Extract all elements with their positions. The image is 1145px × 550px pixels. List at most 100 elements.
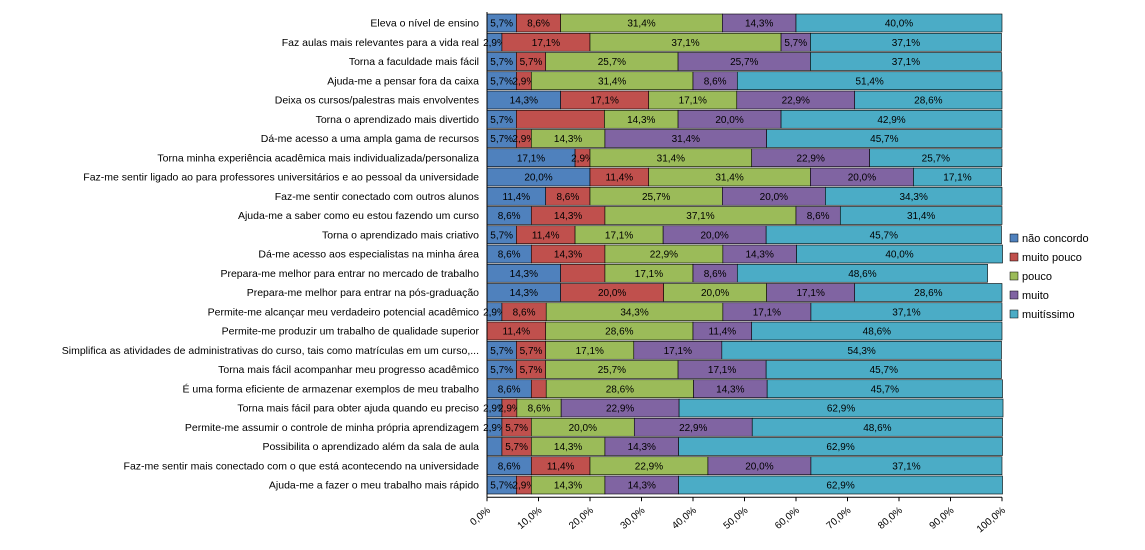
category-label: Torna o aprendizado mais criativo xyxy=(322,229,479,241)
data-label: 5,7% xyxy=(520,365,543,376)
data-label: 17,1% xyxy=(679,96,707,107)
data-label: 8,6% xyxy=(513,307,536,318)
data-label: 5,7% xyxy=(784,38,807,49)
data-label: 17,1% xyxy=(943,173,971,184)
data-label: 22,9% xyxy=(606,404,634,415)
data-label: 8,6% xyxy=(527,19,550,30)
data-label: 5,7% xyxy=(490,134,513,145)
data-label: 28,6% xyxy=(606,384,634,395)
data-label: 20,0% xyxy=(715,115,743,126)
data-label: 31,4% xyxy=(672,134,700,145)
bar-segment xyxy=(678,437,1003,456)
data-label: 11,4% xyxy=(503,327,531,338)
data-label: 31,4% xyxy=(657,153,685,164)
category-label: Permite-me alcançar meu verdadeiro poten… xyxy=(208,306,480,318)
category-label: Faz aulas mais relevantes para a vida re… xyxy=(282,37,479,49)
bar-segment xyxy=(736,71,1003,91)
data-label: 8,6% xyxy=(498,211,521,222)
data-label: 17,1% xyxy=(796,288,824,299)
data-label: 28,6% xyxy=(914,96,942,107)
bar-segment xyxy=(854,283,1003,302)
data-label: 31,4% xyxy=(715,173,743,184)
data-label: 2,9% xyxy=(512,134,535,145)
legend-swatch xyxy=(1009,233,1019,243)
data-label: 14,3% xyxy=(554,442,582,453)
data-label: 51,4% xyxy=(855,76,883,87)
x-tick-label: 40,0% xyxy=(670,505,699,532)
x-tick-label: 60,0% xyxy=(773,505,802,532)
bar-segment xyxy=(751,417,1003,437)
category-label: Deixa os cursos/palestras mais envolvent… xyxy=(275,95,479,107)
bar-segment xyxy=(560,263,606,283)
data-label: 5,7% xyxy=(490,481,513,492)
data-label: 5,7% xyxy=(520,346,543,357)
legend: não concordo muito pouco pouco muito muitíss… xyxy=(1009,233,1089,321)
data-label: 48,6% xyxy=(848,269,876,280)
data-label: 40,0% xyxy=(885,19,913,30)
data-label: 62,9% xyxy=(826,481,854,492)
data-label: 25,7% xyxy=(598,365,626,376)
data-label: 20,0% xyxy=(760,192,788,203)
data-label: 22,9% xyxy=(796,153,824,164)
bar-segment xyxy=(765,360,1002,379)
bar-segment xyxy=(854,90,1003,110)
category-label: Prepara-me melhor para entrar na pós-gra… xyxy=(247,287,479,299)
data-label: 8,6% xyxy=(704,76,727,87)
category-label: Faz-me sentir conectado com outros aluno… xyxy=(275,191,479,203)
data-label: 2,9% xyxy=(483,404,506,415)
bar-segment xyxy=(516,109,605,129)
bar-segment xyxy=(678,475,1003,495)
data-label: 22,9% xyxy=(635,461,663,472)
category-label: Permite-me assumir o controle de minha p… xyxy=(185,422,479,434)
category-label: Ajuda-me a fazer o meu trabalho mais ráp… xyxy=(269,480,479,492)
category-label: Torna o aprendizado mais divertido xyxy=(316,114,480,126)
bar-segment xyxy=(486,437,503,456)
category-label: Prepara-me melhor para entrar no mercado… xyxy=(220,268,479,280)
legend-label: muitíssimo xyxy=(1022,309,1075,321)
category-label: Ajuda-me a saber como eu estou fazendo u… xyxy=(238,210,479,222)
data-label: 14,3% xyxy=(627,115,655,126)
x-tick-label: 30,0% xyxy=(619,505,648,532)
legend-label: muito xyxy=(1022,290,1049,302)
data-label: 5,7% xyxy=(505,442,528,453)
data-label: 5,7% xyxy=(490,346,513,357)
data-label: 54,3% xyxy=(847,346,875,357)
legend-swatch xyxy=(1009,252,1019,262)
data-label: 2,9% xyxy=(498,404,521,415)
data-label: 28,6% xyxy=(914,288,942,299)
bar-segment xyxy=(736,263,988,283)
data-label: 8,6% xyxy=(498,384,521,395)
data-label: 48,6% xyxy=(863,423,891,434)
category-label: Dá-me acesso a uma ampla gama de recurso… xyxy=(261,133,479,145)
bar-segment xyxy=(721,340,1002,360)
data-label: 17,1% xyxy=(576,346,604,357)
data-label: 17,1% xyxy=(517,153,545,164)
x-tick-label: 0,0% xyxy=(468,505,493,528)
data-label: 28,6% xyxy=(605,327,633,338)
category-label: Torna mais fácil para obter ajuda quando… xyxy=(237,403,479,415)
category-label: Faz-me sentir ligado ao para professores… xyxy=(83,172,479,184)
x-tick-label: 80,0% xyxy=(876,505,905,532)
bar-segment xyxy=(766,129,1003,148)
data-label: 2,9% xyxy=(512,481,535,492)
data-label: 17,1% xyxy=(664,346,692,357)
data-label: 17,1% xyxy=(753,307,781,318)
data-label: 8,6% xyxy=(498,250,521,261)
data-label: 2,9% xyxy=(483,423,506,434)
data-label: 2,9% xyxy=(483,38,506,49)
data-label: 34,3% xyxy=(620,307,648,318)
data-label: 14,3% xyxy=(554,250,582,261)
data-label: 20,0% xyxy=(700,230,728,241)
data-label: 20,0% xyxy=(524,173,552,184)
data-label: 25,7% xyxy=(730,57,758,68)
data-label: 45,7% xyxy=(870,134,898,145)
data-label: 5,7% xyxy=(490,365,513,376)
data-label: 37,1% xyxy=(892,57,920,68)
bar-segment xyxy=(825,186,1003,206)
data-label: 8,6% xyxy=(528,404,551,415)
bar-segment xyxy=(810,52,1002,71)
bar-segment xyxy=(913,167,1002,187)
category-label: É uma forma eficiente de armazenar exemp… xyxy=(183,382,480,395)
category-labels-group: Eleva o nível de ensino Faz aulas mais re… xyxy=(62,18,480,492)
